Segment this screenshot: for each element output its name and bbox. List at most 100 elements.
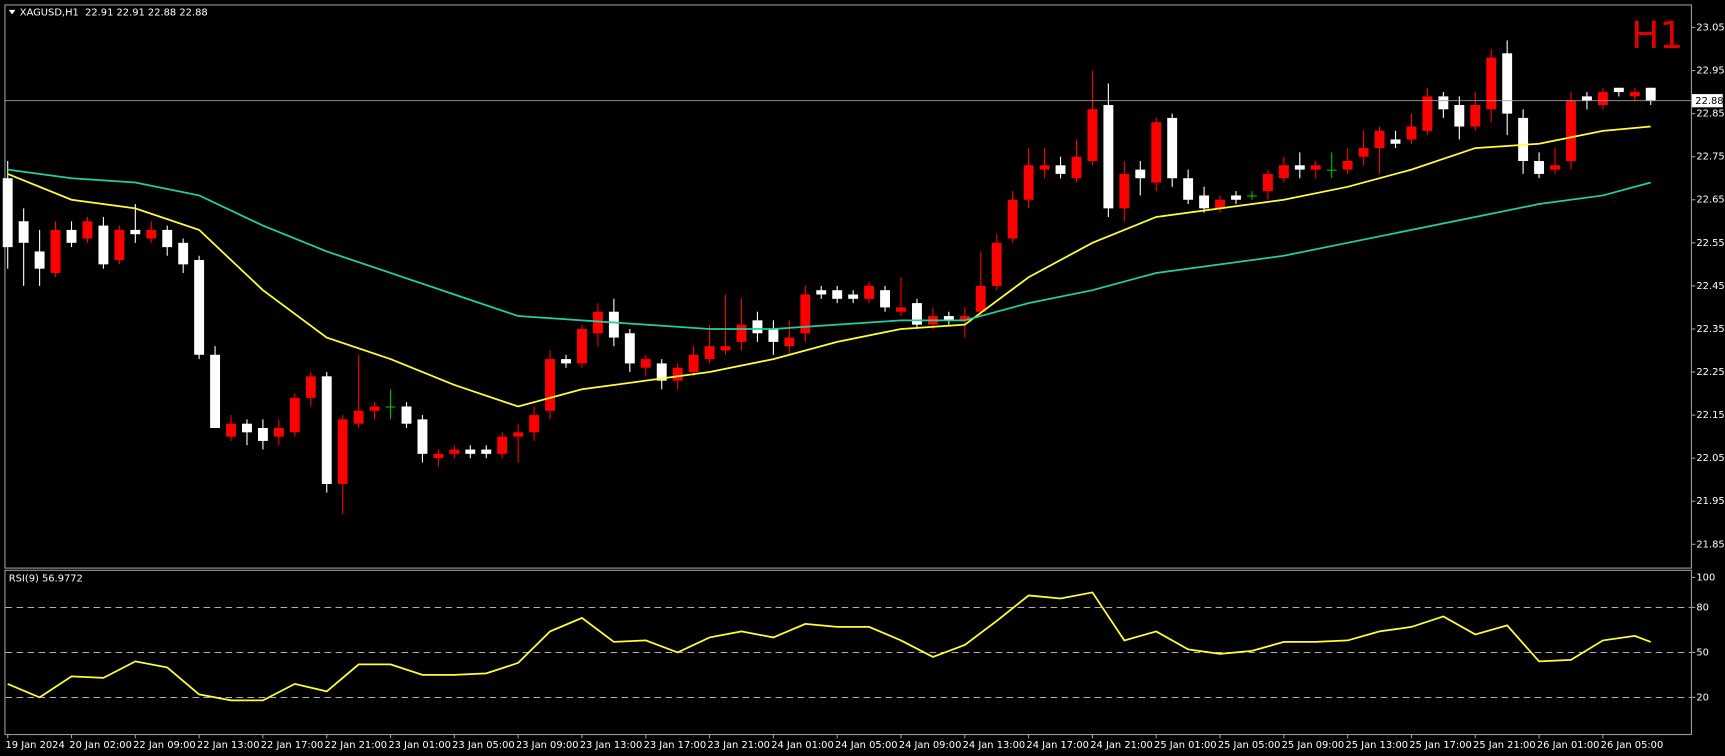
candle-body xyxy=(1183,178,1194,200)
candle-body xyxy=(800,294,811,334)
x-tick-label: 22 Jan 21:00 xyxy=(325,740,388,751)
candle-body xyxy=(1406,126,1417,140)
menu-triangle-icon xyxy=(8,9,16,15)
candle-body xyxy=(1645,87,1656,101)
x-tick-label: 25 Jan 21:00 xyxy=(1473,740,1536,751)
candle-body xyxy=(433,453,444,459)
y-tick-label: 22.65 xyxy=(1696,195,1724,206)
candle-body xyxy=(896,307,906,312)
candle-body xyxy=(1199,195,1210,209)
candle-body xyxy=(784,337,795,347)
rsi-line xyxy=(7,591,1652,702)
candle-body xyxy=(577,328,587,364)
candle-body xyxy=(1310,165,1321,170)
rsi-title: RSI(9) 56.9772 xyxy=(9,574,83,585)
candle-body xyxy=(1518,117,1529,161)
y-tick-label: 22.55 xyxy=(1696,238,1724,249)
candle-body xyxy=(146,229,157,239)
candle-body xyxy=(1087,109,1098,161)
x-tick-label: 25 Jan 01:00 xyxy=(1154,740,1217,751)
candle-body xyxy=(481,449,492,454)
x-tick-label: 25 Jan 09:00 xyxy=(1282,740,1345,751)
candle-body xyxy=(34,251,45,269)
timeframe-label: H1 xyxy=(1631,13,1683,57)
candle-body xyxy=(640,359,651,368)
candle-body xyxy=(1470,104,1481,127)
y-tick-label: 20 xyxy=(1696,692,1709,703)
y-tick-label: 22.75 xyxy=(1696,152,1724,163)
candle-body xyxy=(82,221,93,239)
candle-body xyxy=(656,363,667,381)
x-tick-label: 19 Jan 2024 xyxy=(6,740,65,751)
candle-body xyxy=(991,242,1002,286)
candle-body xyxy=(1039,165,1050,170)
moving-average-line xyxy=(7,168,1651,330)
candle-body xyxy=(257,428,268,441)
candle-body xyxy=(18,221,29,243)
candle-body xyxy=(417,419,428,454)
candle-body xyxy=(1342,160,1353,170)
current-price-box xyxy=(1691,94,1723,108)
x-tick-label: 25 Jan 17:00 xyxy=(1409,740,1472,751)
y-tick-label: 22.45 xyxy=(1696,281,1724,292)
candle-body xyxy=(497,436,508,454)
candle-body xyxy=(162,229,173,248)
candle-body xyxy=(194,260,205,355)
x-tick-label: 23 Jan 21:00 xyxy=(707,740,770,751)
x-tick-label: 24 Jan 21:00 xyxy=(1090,740,1153,751)
x-tick-label: 24 Jan 01:00 xyxy=(771,740,834,751)
x-tick-label: 24 Jan 17:00 xyxy=(1026,740,1089,751)
candle-body xyxy=(513,432,524,437)
candle-body xyxy=(1502,53,1513,114)
x-tick-label: 26 Jan 01:00 xyxy=(1537,740,1600,751)
candle-body xyxy=(1023,165,1034,200)
candle-body xyxy=(1486,57,1497,110)
candle-body xyxy=(226,423,236,437)
candle-body xyxy=(752,320,763,334)
candle-body xyxy=(1438,96,1449,110)
candle-body xyxy=(289,397,300,433)
candle-body xyxy=(529,415,540,433)
candle-body xyxy=(50,229,61,273)
x-tick-label: 24 Jan 13:00 xyxy=(963,740,1026,751)
x-tick-label: 20 Jan 02:00 xyxy=(69,740,132,751)
x-tick-label: 23 Jan 09:00 xyxy=(516,740,579,751)
candle-body xyxy=(1215,199,1225,209)
candle-body xyxy=(1597,92,1608,105)
candle-body xyxy=(1390,139,1401,144)
y-tick-label: 50 xyxy=(1696,647,1709,658)
candle-body xyxy=(1135,169,1146,179)
candle-body xyxy=(1422,96,1433,131)
y-tick-label: 22.85 xyxy=(1696,109,1724,120)
candle-body xyxy=(337,419,348,484)
x-tick-label: 23 Jan 17:00 xyxy=(644,740,707,751)
candle-body xyxy=(864,285,875,299)
x-tick-label: 24 Jan 09:00 xyxy=(899,740,962,751)
x-tick-label: 26 Jan 05:00 xyxy=(1601,740,1664,751)
candle-body xyxy=(848,294,859,299)
candle-body xyxy=(1246,195,1257,197)
candle-body xyxy=(305,376,316,398)
candle-body xyxy=(1550,165,1560,170)
candle-body xyxy=(832,290,843,299)
x-tick-label: 24 Jan 05:00 xyxy=(835,740,898,751)
candle-body xyxy=(242,423,252,433)
x-tick-label: 22 Jan 09:00 xyxy=(133,740,196,751)
x-tick-label: 23 Jan 01:00 xyxy=(388,740,451,751)
candle-body xyxy=(1007,199,1018,239)
candle-body xyxy=(1278,165,1289,179)
candle-body xyxy=(592,311,603,334)
y-tick-label: 100 xyxy=(1696,572,1715,583)
candle-body xyxy=(1167,117,1178,179)
candle-body xyxy=(449,449,460,454)
candle-body xyxy=(1262,173,1273,192)
candle-body xyxy=(210,354,221,429)
candle-body xyxy=(545,359,556,411)
x-tick-label: 25 Jan 13:00 xyxy=(1345,740,1408,751)
y-tick-label: 21.95 xyxy=(1696,496,1724,507)
candle-body xyxy=(975,285,986,312)
candle-body xyxy=(768,328,779,342)
candle-body xyxy=(1055,165,1066,174)
